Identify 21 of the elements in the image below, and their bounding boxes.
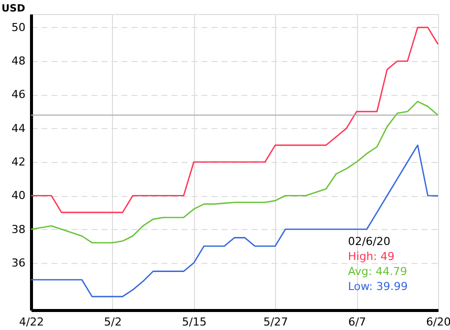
x-tick-label: 6/20 bbox=[426, 316, 450, 328]
x-tick-label: 5/15 bbox=[182, 316, 207, 328]
y-tick-label: 48 bbox=[12, 54, 26, 68]
x-tick-label: 5/2 bbox=[104, 316, 122, 328]
y-axis-title: USD bbox=[2, 4, 26, 14]
text: Low: 39.99 bbox=[348, 280, 408, 293]
y-tick-label: 44 bbox=[12, 122, 26, 135]
x-tick-label: 4/22 bbox=[19, 316, 44, 328]
y-tick-label: 50 bbox=[12, 20, 26, 34]
text: Avg: 44.79 bbox=[348, 265, 408, 278]
annotation: 02/6/20 bbox=[348, 235, 390, 248]
x-tick-label: 5/27 bbox=[263, 316, 288, 328]
y-tick-label: 38 bbox=[12, 222, 26, 236]
text: High: 49 bbox=[348, 250, 394, 263]
y-tick-label: 46 bbox=[12, 88, 26, 102]
line-series bbox=[30, 144, 439, 298]
y-tick-label: 36 bbox=[12, 256, 26, 270]
x-tick-label: 6/7 bbox=[348, 316, 366, 328]
y-tick-label: 40 bbox=[12, 189, 26, 202]
line-series bbox=[30, 26, 439, 214]
y-tick-label: 42 bbox=[12, 156, 26, 168]
